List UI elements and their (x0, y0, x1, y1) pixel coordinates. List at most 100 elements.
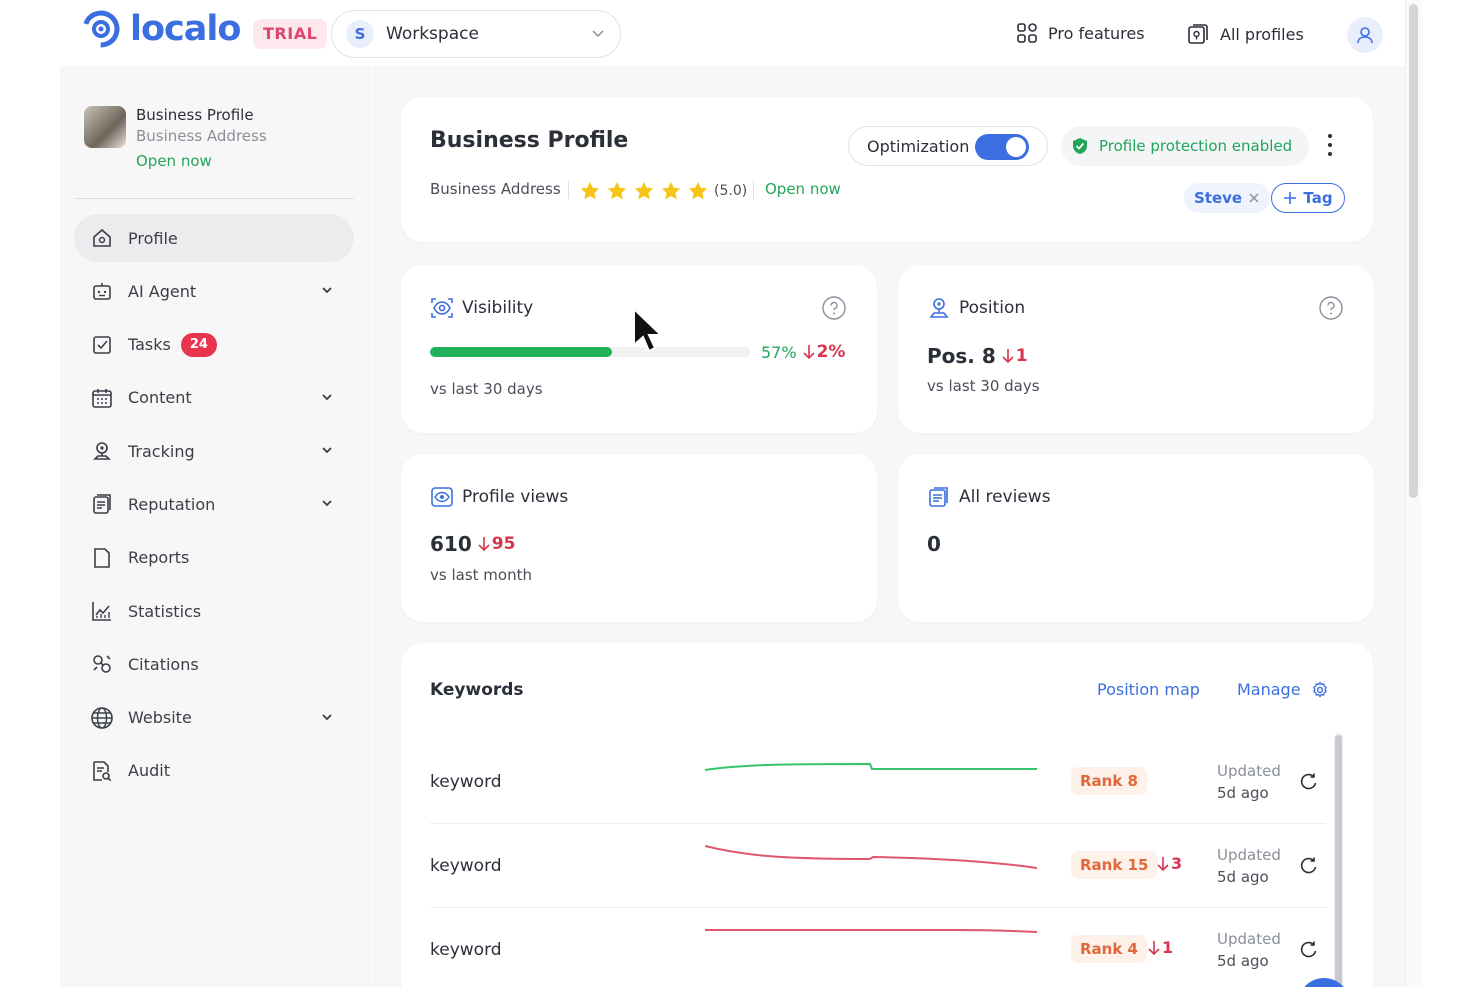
sidebar-item-content[interactable]: Content (74, 374, 354, 422)
all-reviews-value: 0 (927, 532, 941, 556)
chevron-down-icon[interactable] (320, 710, 334, 724)
star-icon (634, 181, 654, 200)
tag-chip[interactable]: Steve (1184, 183, 1271, 213)
document-icon (94, 547, 110, 568)
add-tag-button[interactable]: Tag (1271, 183, 1345, 213)
keywords-title: Keywords (430, 680, 524, 700)
tasks-count-badge: 24 (180, 332, 217, 357)
sidebar-item-label: Tasks (128, 335, 171, 355)
sidebar-item-reputation[interactable]: Reputation (74, 480, 354, 528)
chat-button[interactable] (1298, 978, 1350, 987)
sidebar-item-audit[interactable]: Audit (74, 747, 354, 795)
link-icon (93, 655, 111, 674)
chevron-down-icon[interactable] (320, 496, 334, 510)
user-avatar[interactable] (1347, 17, 1383, 53)
sidebar-item-statistics[interactable]: Statistics (74, 587, 354, 635)
visibility-delta: 2% (802, 342, 845, 362)
keyword-name: keyword (430, 772, 502, 792)
position-value: Pos. 8 (927, 344, 996, 368)
position-card[interactable]: Position Pos. 8 1 vs last 30 days (898, 265, 1374, 433)
sidebar-item-tasks[interactable]: Tasks 24 (74, 321, 354, 369)
keywords-scrollbar-thumb[interactable] (1335, 735, 1342, 987)
sidebar-item-ai-agent[interactable]: AI Agent (74, 267, 354, 315)
keyword-row[interactable]: keyword Rank 4 1 Updated 5d ago (430, 908, 1326, 987)
pro-features-link[interactable]: Pro features (1016, 22, 1145, 44)
logo-text: localo (130, 9, 241, 49)
keyword-name: keyword (430, 940, 502, 960)
chevron-down-icon[interactable] (320, 390, 334, 404)
keyword-rank-delta: 3 (1157, 854, 1182, 873)
keyword-trend-sparkline (705, 845, 1037, 869)
business-address: Business Address (430, 180, 561, 198)
star-icon (688, 181, 708, 200)
sidebar-item-label: Website (128, 708, 192, 728)
all-reviews-card[interactable]: All reviews 0 (898, 454, 1374, 622)
business-name: Business Profile (136, 106, 254, 124)
business-summary[interactable]: Business Profile Business Address Open n… (84, 106, 267, 170)
keyword-rank-badge: Rank 4 (1071, 935, 1147, 963)
keyword-row[interactable]: keyword Rank 15 3 Updated 5d ago (430, 824, 1326, 908)
sidebar-item-reports[interactable]: Reports (74, 534, 354, 582)
manage-label: Manage (1237, 680, 1301, 699)
updated-label: Updated (1217, 930, 1281, 948)
profile-views-delta-value: 95 (491, 534, 516, 554)
profile-views-delta: 95 (478, 534, 516, 554)
logo-icon (82, 10, 120, 48)
arrow-down-icon (1157, 856, 1169, 871)
keyword-rank-delta: 1 (1148, 938, 1173, 957)
chevron-down-icon[interactable] (320, 283, 334, 297)
page-scrollbar-thumb[interactable] (1409, 4, 1418, 498)
manage-keywords-link[interactable]: Manage (1237, 680, 1329, 699)
rank-delta-value: 1 (1162, 938, 1174, 957)
trial-badge: TRIAL (253, 19, 328, 49)
more-vertical-icon[interactable] (1323, 131, 1337, 159)
keyword-updated: Updated 5d ago (1217, 844, 1281, 888)
keywords-card: Keywords Position map Manage keyword Ran… (401, 643, 1373, 987)
visibility-subtitle: vs last 30 days (430, 380, 543, 398)
help-icon[interactable] (821, 295, 847, 321)
eye-icon (431, 487, 453, 507)
refresh-icon[interactable] (1298, 940, 1318, 960)
sidebar-item-website[interactable]: Website (74, 694, 354, 742)
top-bar: localo TRIAL S Workspace Pro features Al… (0, 0, 1405, 66)
arrow-down-icon (478, 537, 490, 552)
business-header-card: Business Profile Business Address (5.0) … (401, 97, 1373, 242)
sidebar-item-label: Reports (128, 548, 190, 568)
profile-views-subtitle: vs last month (430, 566, 532, 584)
rank-delta-value: 3 (1171, 854, 1183, 873)
sidebar-item-label: Profile (128, 228, 178, 248)
all-profiles-label: All profiles (1220, 24, 1304, 44)
profile-protection-badge[interactable]: Profile protection enabled (1061, 126, 1309, 166)
visibility-title: Visibility (462, 298, 534, 318)
visibility-card[interactable]: Visibility 57% 2% vs last 30 days (401, 265, 877, 433)
user-icon (1357, 27, 1373, 44)
close-icon[interactable] (1248, 192, 1260, 204)
position-subtitle: vs last 30 days (927, 377, 1040, 395)
help-icon[interactable] (1318, 295, 1344, 321)
keyword-row[interactable]: keyword Rank 8 Updated 5d ago (430, 740, 1326, 824)
profile-views-card[interactable]: Profile views 610 95 vs last month (401, 454, 877, 622)
eye-scan-icon (431, 298, 453, 318)
reviews-icon (929, 487, 948, 507)
refresh-icon[interactable] (1298, 772, 1318, 792)
chevron-down-icon[interactable] (320, 443, 334, 457)
keyword-updated: Updated 5d ago (1217, 928, 1281, 972)
all-profiles-link[interactable]: All profiles (1186, 22, 1304, 46)
position-map-link[interactable]: Position map (1097, 680, 1200, 699)
updated-ago: 5d ago (1217, 784, 1269, 802)
sidebar-item-tracking[interactable]: Tracking (74, 427, 354, 475)
grid-icon (1017, 23, 1037, 43)
page-title: Business Profile (430, 128, 629, 153)
workspace-selector[interactable]: S Workspace (331, 10, 621, 58)
profile-views-title: Profile views (462, 487, 569, 507)
refresh-icon[interactable] (1298, 856, 1318, 876)
keyword-trend-sparkline (705, 929, 1037, 933)
optimization-toggle[interactable] (975, 134, 1029, 160)
localo-logo[interactable]: localo (80, 8, 241, 50)
sidebar-item-profile[interactable]: Profile (74, 214, 354, 262)
pro-features-label: Pro features (1048, 23, 1145, 43)
chevron-down-icon (592, 30, 604, 38)
profiles-icon (1188, 24, 1208, 44)
sidebar-item-citations[interactable]: Citations (74, 640, 354, 688)
home-icon (93, 228, 111, 247)
